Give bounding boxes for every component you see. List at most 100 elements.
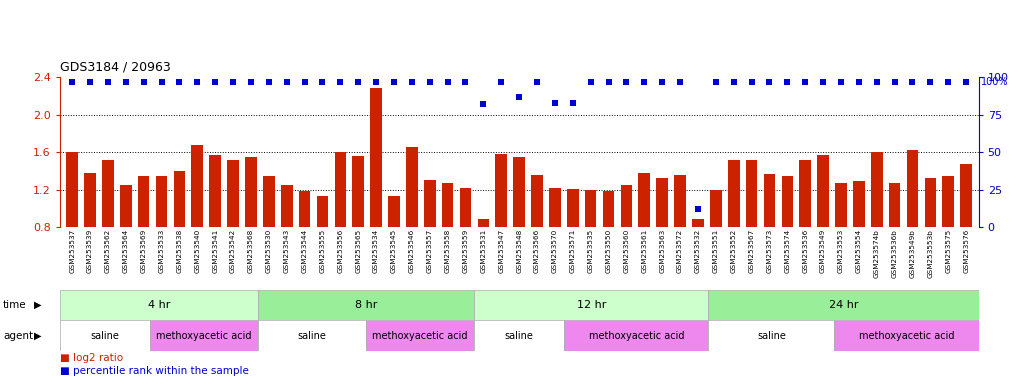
Bar: [567, 189, 579, 227]
Bar: [764, 174, 775, 227]
Point: [117, 79, 134, 85]
Point: [279, 79, 295, 85]
Text: GSM253550: GSM253550: [605, 229, 612, 273]
Point: [600, 79, 617, 85]
Bar: [710, 190, 722, 227]
Bar: [924, 178, 937, 227]
Text: GSM253558: GSM253558: [445, 229, 450, 273]
Point: [869, 79, 885, 85]
Bar: [513, 157, 525, 227]
Point: [189, 79, 206, 85]
Text: GSM253555: GSM253555: [320, 229, 326, 273]
Text: GSM253564: GSM253564: [122, 229, 128, 273]
Text: GSM253556: GSM253556: [337, 229, 343, 273]
Point: [404, 79, 420, 85]
Text: GSM253539: GSM253539: [87, 229, 93, 273]
Text: GSM253568: GSM253568: [248, 229, 254, 273]
Point: [421, 79, 438, 85]
Point: [243, 79, 259, 85]
Text: GSM253534: GSM253534: [373, 229, 379, 273]
Text: GSM253548: GSM253548: [516, 229, 522, 273]
Bar: [474, 320, 564, 351]
Text: GSM253553: GSM253553: [838, 229, 844, 273]
Point: [797, 79, 813, 85]
Bar: [708, 290, 979, 320]
Bar: [60, 320, 150, 351]
Text: GSM253542: GSM253542: [230, 229, 236, 273]
Bar: [585, 190, 596, 227]
Text: 100%: 100%: [982, 77, 1008, 87]
Text: methoxyacetic acid: methoxyacetic acid: [372, 331, 468, 341]
Bar: [245, 157, 257, 227]
Bar: [150, 320, 258, 351]
Text: GSM253546: GSM253546: [409, 229, 415, 273]
Text: ▶: ▶: [34, 300, 41, 310]
Bar: [334, 152, 346, 227]
Bar: [478, 220, 489, 227]
Bar: [389, 196, 400, 227]
Text: GSM253574b: GSM253574b: [874, 229, 880, 278]
Text: GSM253575: GSM253575: [946, 229, 951, 273]
Bar: [853, 181, 865, 227]
Text: GSM253566: GSM253566: [534, 229, 540, 273]
Bar: [460, 188, 471, 227]
Text: 12 hr: 12 hr: [577, 300, 605, 310]
Bar: [60, 290, 258, 320]
Bar: [281, 185, 293, 227]
Bar: [728, 160, 739, 227]
Text: GSM253552: GSM253552: [731, 229, 737, 273]
Bar: [871, 152, 883, 227]
Text: GSM253544: GSM253544: [301, 229, 307, 273]
Bar: [258, 290, 474, 320]
Point: [779, 79, 796, 85]
Point: [260, 79, 277, 85]
Bar: [210, 155, 221, 227]
Bar: [889, 183, 901, 227]
Bar: [907, 150, 918, 227]
Text: GSM253536: GSM253536: [802, 229, 808, 273]
Point: [439, 79, 455, 85]
Bar: [817, 155, 829, 227]
Bar: [370, 88, 382, 227]
Point: [368, 79, 384, 85]
Text: GSM253540: GSM253540: [194, 229, 200, 273]
Text: GSM253559: GSM253559: [463, 229, 469, 273]
Point: [886, 79, 903, 85]
Text: GSM253541: GSM253541: [212, 229, 218, 273]
Text: GSM253561: GSM253561: [641, 229, 648, 273]
Text: GSM253557: GSM253557: [427, 229, 433, 273]
Bar: [102, 160, 114, 227]
Text: GSM253537: GSM253537: [69, 229, 75, 273]
Bar: [549, 188, 560, 227]
Text: 8 hr: 8 hr: [355, 300, 377, 310]
Point: [743, 79, 760, 85]
Text: GSM253532: GSM253532: [695, 229, 701, 273]
Bar: [692, 220, 704, 227]
Point: [547, 99, 563, 106]
Point: [905, 79, 921, 85]
Point: [172, 79, 188, 85]
Point: [618, 79, 634, 85]
Bar: [474, 290, 708, 320]
Point: [707, 79, 724, 85]
Bar: [708, 320, 835, 351]
Bar: [353, 156, 364, 227]
Bar: [155, 176, 168, 227]
Bar: [621, 185, 632, 227]
Text: GSM253576: GSM253576: [963, 229, 969, 273]
Point: [225, 79, 242, 85]
Text: GSM253531: GSM253531: [480, 229, 486, 273]
Text: GSM253545: GSM253545: [391, 229, 397, 273]
Text: saline: saline: [297, 331, 326, 341]
Point: [350, 79, 366, 85]
Text: GSM253536b: GSM253536b: [891, 229, 897, 278]
Bar: [424, 180, 436, 227]
Bar: [263, 176, 274, 227]
Point: [64, 79, 80, 85]
Point: [564, 99, 581, 106]
Point: [332, 79, 348, 85]
Bar: [656, 178, 668, 227]
Text: methoxyacetic acid: methoxyacetic acid: [156, 331, 252, 341]
Point: [672, 79, 689, 85]
Bar: [835, 183, 847, 227]
